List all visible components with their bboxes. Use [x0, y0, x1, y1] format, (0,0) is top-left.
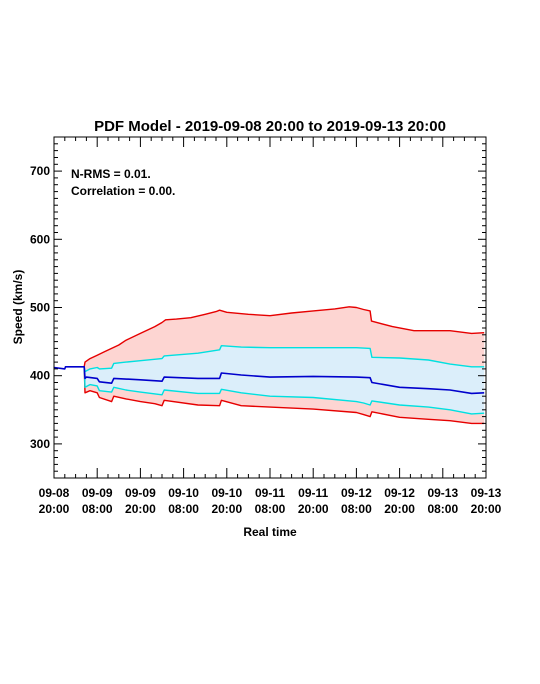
band-lower-bound-to-lower-quartile: [84, 366, 485, 424]
x-tick-label-date: 09-13: [471, 486, 502, 500]
x-tick-label-time: 20:00: [39, 502, 70, 516]
x-tick-label-time: 08:00: [255, 502, 286, 516]
x-tick-label-time: 20:00: [211, 502, 242, 516]
y-axis-label: Speed (km/s): [11, 270, 25, 345]
chart-title: PDF Model - 2019-09-08 20:00 to 2019-09-…: [94, 118, 446, 135]
x-tick-label-date: 09-10: [168, 486, 199, 500]
y-tick-label: 300: [30, 437, 50, 451]
x-tick-label-date: 09-13: [427, 486, 458, 500]
x-tick-label-date: 09-11: [255, 486, 285, 500]
lower-bound-line: [83, 366, 485, 425]
correlation-annotation: Correlation = 0.00.: [71, 184, 175, 198]
y-tick-labels: 300 400 500 600 700: [30, 164, 50, 451]
y-tick-label: 500: [30, 301, 50, 315]
x-tick-label-time: 08:00: [168, 502, 199, 516]
lower-quartile-line: [83, 366, 485, 415]
x-tick-label-date: 09-12: [341, 486, 372, 500]
band-upper-quartile-to-upper-bound: [84, 306, 485, 372]
x-tick-label-time: 08:00: [427, 502, 458, 516]
upper-bound-line: [83, 306, 485, 367]
x-tick-label-time: 20:00: [384, 502, 415, 516]
x-tick-label-date: 09-11: [298, 486, 328, 500]
nrms-annotation: N-RMS = 0.01.: [71, 167, 151, 181]
x-tick-label-date: 09-09: [125, 486, 156, 500]
x-axis-label: Real time: [243, 525, 297, 539]
series-lines: [53, 306, 485, 425]
x-tick-label-time: 20:00: [125, 502, 156, 516]
y-tick-label: 700: [30, 164, 50, 178]
plot-frame: [53, 136, 487, 479]
x-tick-label-time: 08:00: [82, 502, 113, 516]
x-tick-label-time: 20:00: [298, 502, 329, 516]
y-tick-label: 600: [30, 232, 50, 246]
confidence-bands: [84, 306, 485, 424]
axis-ticks: [53, 137, 487, 478]
y-tick-label: 400: [30, 369, 50, 383]
upper-quartile-line: [83, 345, 485, 373]
x-tick-label-time: 20:00: [471, 502, 502, 516]
x-tick-label-date: 09-12: [384, 486, 415, 500]
x-tick-label-date: 09-10: [211, 486, 242, 500]
x-tick-label-date: 09-09: [82, 486, 113, 500]
x-tick-label-time: 08:00: [341, 502, 372, 516]
x-tick-label-date: 09-08: [39, 486, 70, 500]
median-line: [53, 365, 485, 395]
band-lower-quartile-to-upper-quartile: [84, 345, 485, 414]
x-tick-labels: 09-08 20:00 09-09 08:00 09-09 20:00 09-10 08:00…: [39, 486, 502, 516]
